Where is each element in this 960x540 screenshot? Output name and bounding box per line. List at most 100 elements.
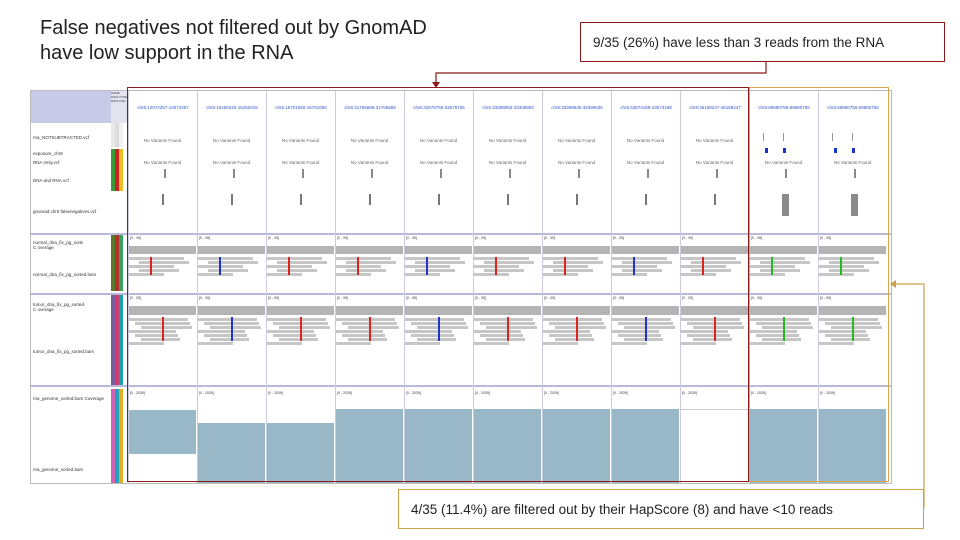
tumor-read xyxy=(405,330,452,333)
tumor-read xyxy=(342,334,385,337)
tumor-read xyxy=(543,342,578,345)
normal-read xyxy=(681,273,716,276)
callout-low-rna-support: 9/35 (26%) have less than 3 reads from t… xyxy=(580,22,945,62)
tumor-read xyxy=(831,338,870,341)
dna-rna-variant xyxy=(716,169,718,178)
normal-read xyxy=(405,257,460,260)
normal-coverage-bar xyxy=(405,246,472,254)
tumor-read xyxy=(210,326,261,329)
normal-read xyxy=(208,261,258,264)
tumor-coverage-bar xyxy=(612,306,679,315)
no-variants-label: No Variants Found xyxy=(350,160,389,165)
normal-read xyxy=(691,269,731,272)
locus-panel xyxy=(404,123,473,483)
tumor-read xyxy=(141,326,192,329)
tumor-read xyxy=(336,330,383,333)
tumor-read xyxy=(198,330,245,333)
mismatch-mark xyxy=(150,257,152,275)
tumor-coverage-bar xyxy=(267,306,334,315)
tumor-read xyxy=(819,330,866,333)
normal-read xyxy=(760,261,810,264)
dna-rna-variant xyxy=(578,169,580,178)
rna-coverage-fill xyxy=(474,409,541,483)
mismatch-mark xyxy=(231,317,233,341)
tumor-read xyxy=(267,318,326,321)
rna-coverage-fill xyxy=(267,423,334,483)
tumor-coverage-bar xyxy=(405,306,472,315)
normal-read xyxy=(405,273,440,276)
no-variants-label: No Variants Found xyxy=(281,160,320,165)
locus-panel xyxy=(266,123,335,483)
tumor-read xyxy=(612,330,659,333)
mismatch-mark xyxy=(495,257,497,275)
tumor-read xyxy=(417,326,468,329)
locus-panel xyxy=(128,123,197,483)
tumor-read xyxy=(486,338,525,341)
locus-panel xyxy=(542,123,611,483)
mismatch-mark xyxy=(576,317,578,341)
rna-coverage-scale: [0 - 2039] xyxy=(613,391,628,395)
title-line-2: have low support in the RNA xyxy=(40,42,294,64)
locus-label: chr6:69880756-69880756 xyxy=(818,91,887,123)
gnomad-variant xyxy=(714,194,716,205)
normal-read xyxy=(484,269,524,272)
gnomad-variant xyxy=(438,194,440,205)
tumor-read xyxy=(624,338,663,341)
mismatch-mark xyxy=(369,317,371,341)
normal-read xyxy=(819,273,854,276)
tumor-read xyxy=(405,342,440,345)
track-label-rna-bam: rna_genome_sorted.bam xyxy=(33,467,84,472)
normal-coverage-bar xyxy=(267,246,334,254)
track-label-tumor-bam: tumor_dna_fix_pg_sorted.bam xyxy=(33,349,95,354)
tumor-coverage-scale: [0 - 39] xyxy=(406,296,417,300)
gnomad-variant xyxy=(507,194,509,205)
tumor-coverage-scale: [0 - 39] xyxy=(337,296,348,300)
normal-coverage-scale: [0 - 39] xyxy=(199,236,210,240)
rna-coverage-fill xyxy=(750,409,817,483)
igv-attribute-header: NAME DATA TYPE DATA FILE xyxy=(111,91,128,123)
tumor-read xyxy=(543,318,602,321)
rna-coverage-scale: [0 - 2039] xyxy=(475,391,490,395)
panel-separator xyxy=(31,233,891,235)
tumor-coverage-bar xyxy=(543,306,610,315)
rna-coverage-fill xyxy=(819,409,886,483)
normal-read xyxy=(415,261,465,264)
no-variants-label: No Variants Found xyxy=(626,138,665,143)
no-variants-label: No Variants Found xyxy=(764,160,803,165)
callout-hapscore-filtered: 4/35 (11.4%) are filtered out by their H… xyxy=(398,489,924,529)
tumor-read xyxy=(336,318,395,321)
mismatch-mark xyxy=(426,257,428,275)
rna-coverage-scale: [0 - 2039] xyxy=(820,391,835,395)
no-variants-label: No Variants Found xyxy=(419,160,458,165)
attribute-columns xyxy=(111,123,128,483)
tumor-read xyxy=(405,318,464,321)
normal-coverage-scale: [0 - 39] xyxy=(751,236,762,240)
variant-tick xyxy=(852,133,853,141)
tumor-coverage-scale: [0 - 39] xyxy=(613,296,624,300)
rna-coverage-scale: [0 - 2039] xyxy=(130,391,145,395)
normal-coverage-bar xyxy=(819,246,886,254)
tumor-read xyxy=(273,334,316,337)
normal-read xyxy=(760,269,800,272)
mismatch-mark xyxy=(507,317,509,341)
gnomad-variant xyxy=(300,194,302,205)
normal-read xyxy=(198,273,233,276)
normal-coverage-scale: [0 - 39] xyxy=(820,236,831,240)
normal-coverage-scale: [0 - 39] xyxy=(682,236,693,240)
normal-read xyxy=(829,261,879,264)
mismatch-mark xyxy=(633,257,635,275)
normal-read xyxy=(336,273,371,276)
no-variants-label: No Variants Found xyxy=(833,160,872,165)
tumor-coverage-scale: [0 - 39] xyxy=(544,296,555,300)
track-label-dna-rna: DNA and RNA.vcf xyxy=(33,178,69,183)
normal-read xyxy=(553,261,603,264)
normal-coverage-scale: [0 - 39] xyxy=(544,236,555,240)
normal-read xyxy=(750,273,785,276)
normal-read xyxy=(543,257,598,260)
mismatch-mark xyxy=(783,317,785,341)
tumor-coverage-scale: [0 - 39] xyxy=(820,296,831,300)
mismatch-mark xyxy=(438,317,440,341)
variant-tick xyxy=(832,133,833,141)
panel-separator xyxy=(31,385,891,387)
gnomad-variant xyxy=(369,194,371,205)
